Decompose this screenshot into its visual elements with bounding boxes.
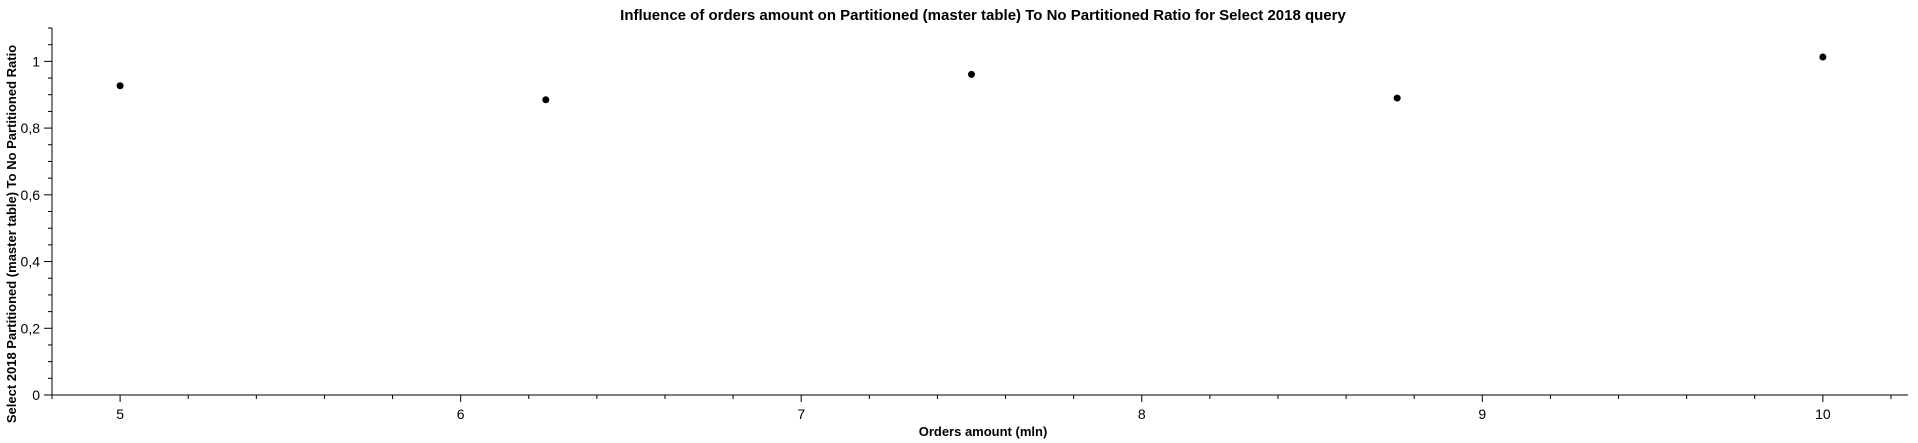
- x-tick-label: 7: [797, 406, 805, 422]
- y-tick-label: 0,2: [21, 320, 41, 336]
- y-axis-label: Select 2018 Partitioned (master table) T…: [4, 45, 19, 423]
- data-point: [542, 96, 550, 104]
- x-tick-label: 6: [457, 406, 465, 422]
- x-tick-label: 9: [1478, 406, 1486, 422]
- x-tick-label: 5: [116, 406, 124, 422]
- y-tick-label: 0: [32, 387, 40, 403]
- y-tick-label: 0,8: [21, 120, 41, 136]
- axes: [51, 28, 1908, 396]
- y-tick-label: 0,4: [21, 254, 41, 270]
- x-ticks: 5 6 7 8 9 10: [51, 395, 1892, 422]
- x-tick-label: 8: [1138, 406, 1146, 422]
- y-tick-label: 0,6: [21, 187, 41, 203]
- data-points: [116, 53, 1827, 104]
- data-point: [1819, 53, 1827, 61]
- data-point: [116, 82, 124, 90]
- data-point: [1393, 94, 1401, 102]
- x-axis-label: Orders amount (mln): [919, 424, 1048, 439]
- data-point: [967, 70, 975, 78]
- y-tick-label: 1: [32, 53, 40, 69]
- chart-title: Influence of orders amount on Partitione…: [620, 7, 1346, 24]
- x-tick-label: 10: [1815, 406, 1831, 422]
- y-ticks: 0 0,2 0,4 0,6 0,8 1: [21, 27, 52, 403]
